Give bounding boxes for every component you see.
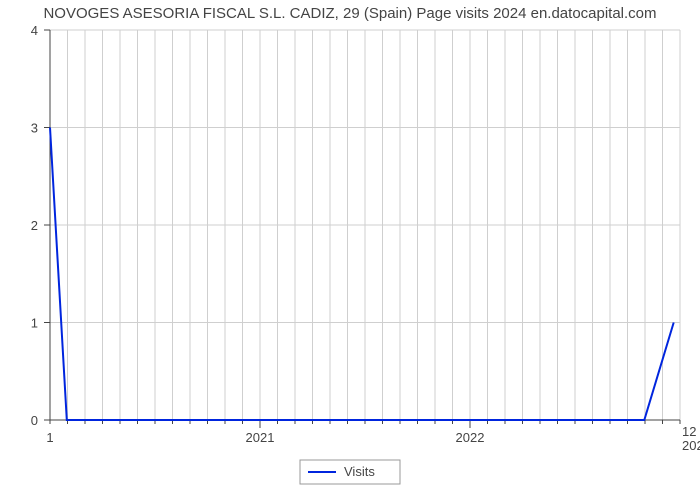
x-tick-label: 2022 [456,430,485,445]
data-series [50,128,674,421]
y-tick-label: 0 [31,413,38,428]
grid [50,30,680,420]
chart-title: NOVOGES ASESORIA FISCAL S.L. CADIZ, 29 (… [43,5,656,22]
x-edge-right-bottom: 202 [682,438,700,453]
x-edge-right-top: 12 [682,424,696,439]
legend-label: Visits [344,464,375,479]
x-axis: 2021 2022 1 12202 [46,420,700,453]
y-tick-label: 3 [31,121,38,136]
x-edge-left-label: 1 [46,430,53,445]
visits-line-chart: NOVOGES ASESORIA FISCAL S.L. CADIZ, 29 (… [0,0,700,500]
y-tick-label: 4 [31,23,38,38]
series-visits [50,128,674,421]
y-tick-label: 2 [31,218,38,233]
legend: Visits [300,460,400,484]
y-axis: 0 1 2 3 4 [31,23,50,428]
x-tick-label: 2021 [246,430,275,445]
y-tick-label: 1 [31,316,38,331]
